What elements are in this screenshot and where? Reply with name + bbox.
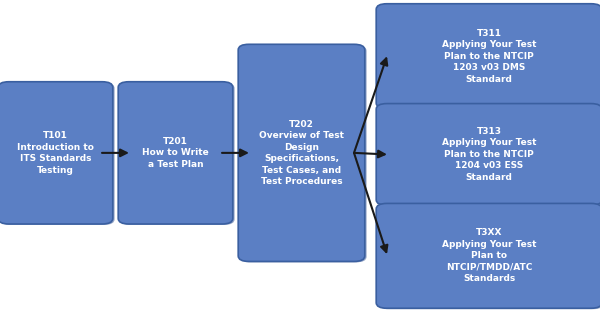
Text: T3XX
Applying Your Test
Plan to
NTCIP/TMDD/ATC
Standards: T3XX Applying Your Test Plan to NTCIP/TM… xyxy=(442,228,536,283)
FancyBboxPatch shape xyxy=(378,204,600,309)
Text: T313
Applying Your Test
Plan to the NTCIP
1204 v03 ESS
Standard: T313 Applying Your Test Plan to the NTCI… xyxy=(442,127,536,182)
FancyBboxPatch shape xyxy=(376,4,600,109)
FancyBboxPatch shape xyxy=(378,5,600,110)
FancyBboxPatch shape xyxy=(376,104,600,205)
FancyBboxPatch shape xyxy=(0,82,113,224)
FancyBboxPatch shape xyxy=(240,45,367,262)
Text: T202
Overview of Test
Design
Specifications,
Test Cases, and
Test Procedures: T202 Overview of Test Design Specificati… xyxy=(259,120,344,186)
FancyBboxPatch shape xyxy=(118,82,233,224)
Text: T201
How to Write
a Test Plan: T201 How to Write a Test Plan xyxy=(142,137,209,169)
Text: T101
Introduction to
ITS Standards
Testing: T101 Introduction to ITS Standards Testi… xyxy=(17,131,94,174)
FancyBboxPatch shape xyxy=(378,105,600,206)
FancyBboxPatch shape xyxy=(238,44,365,261)
FancyBboxPatch shape xyxy=(376,203,600,308)
Text: T311
Applying Your Test
Plan to the NTCIP
1203 v03 DMS
Standard: T311 Applying Your Test Plan to the NTCI… xyxy=(442,29,536,84)
FancyBboxPatch shape xyxy=(0,83,115,225)
FancyBboxPatch shape xyxy=(120,83,235,225)
